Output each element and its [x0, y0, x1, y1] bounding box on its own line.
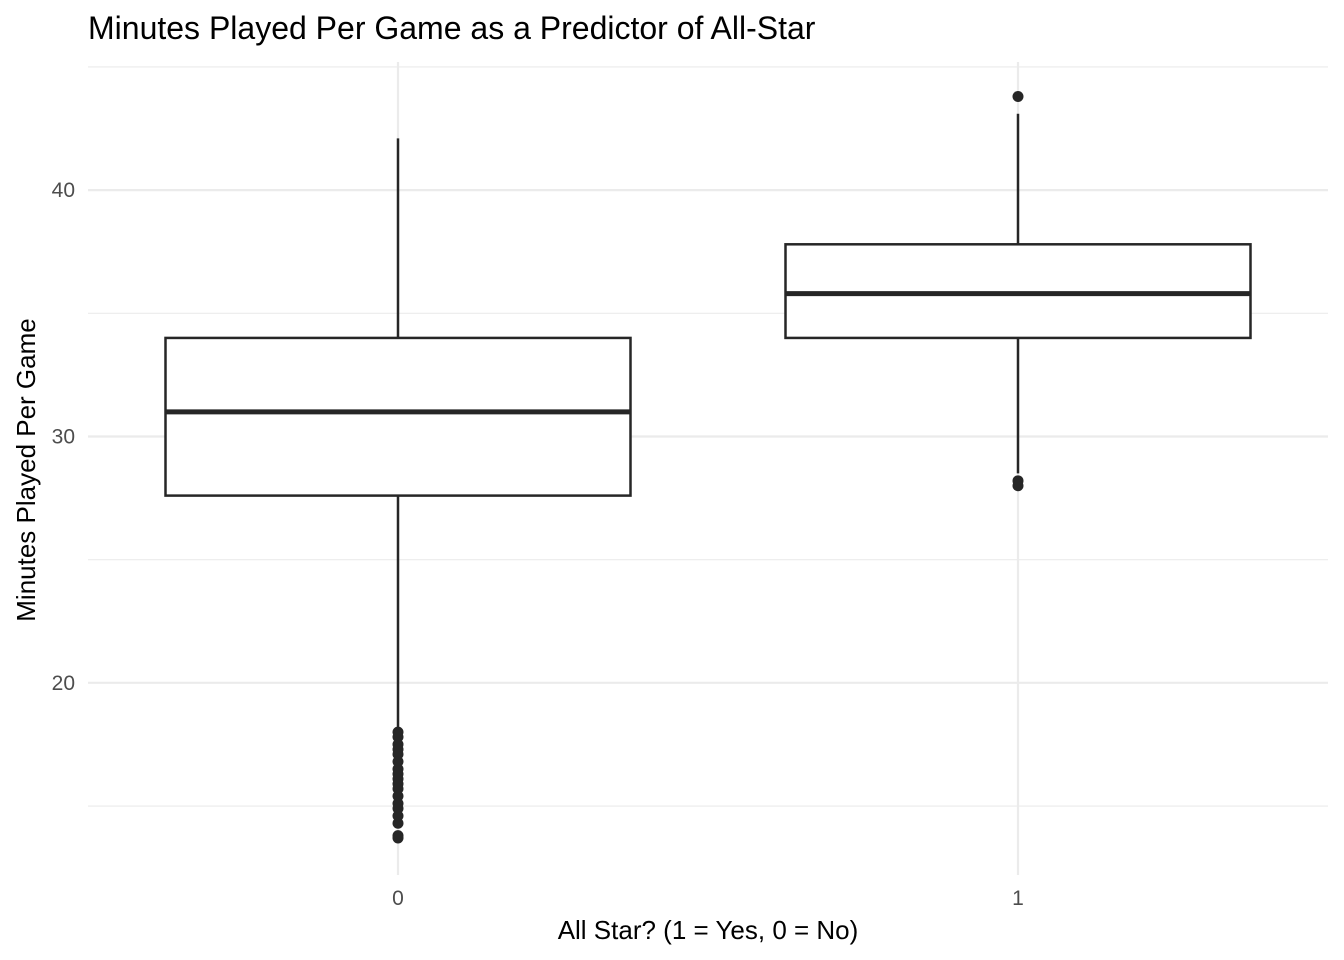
tick-labels: 20 30 40 0 1 [52, 179, 1024, 910]
outlier-point [1012, 480, 1024, 492]
boxplot-0 [164, 138, 632, 844]
y-tick-label: 20 [52, 672, 75, 695]
chart-title: Minutes Played Per Game as a Predictor o… [88, 10, 816, 46]
box-iqr [164, 336, 632, 497]
outlier-point [392, 832, 404, 844]
boxplot-1 [784, 90, 1252, 492]
x-tick-label: 0 [392, 887, 404, 910]
y-tick-label: 40 [52, 179, 75, 202]
x-tick-label: 1 [1012, 887, 1024, 910]
y-tick-label: 30 [52, 425, 75, 448]
x-axis-title: All Star? (1 = Yes, 0 = No) [558, 915, 859, 945]
y-axis-title: Minutes Played Per Game [11, 318, 41, 621]
boxplots [164, 90, 1252, 844]
outlier-point [392, 817, 404, 829]
outlier-point [1012, 90, 1024, 102]
